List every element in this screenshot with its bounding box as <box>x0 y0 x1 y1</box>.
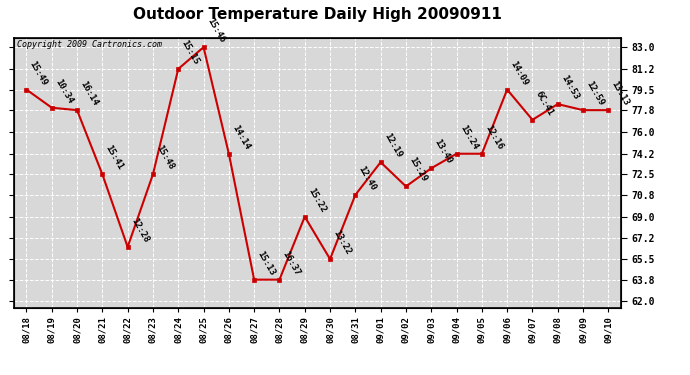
Text: 16:37: 16:37 <box>281 249 302 277</box>
Text: 14:09: 14:09 <box>509 59 530 87</box>
Text: 12:16: 12:16 <box>483 123 504 151</box>
Text: Outdoor Temperature Daily High 20090911: Outdoor Temperature Daily High 20090911 <box>133 8 502 22</box>
Text: Copyright 2009 Cartronics.com: Copyright 2009 Cartronics.com <box>17 40 162 49</box>
Text: 15:29: 15:29 <box>407 156 428 184</box>
Text: 13:13: 13:13 <box>610 80 631 107</box>
Text: 12:59: 12:59 <box>584 80 606 107</box>
Text: 15:22: 15:22 <box>306 186 327 214</box>
Text: 15:24: 15:24 <box>458 123 479 151</box>
Text: 15:41: 15:41 <box>104 144 125 171</box>
Text: 15:46: 15:46 <box>205 16 226 44</box>
Text: 14:53: 14:53 <box>559 74 580 101</box>
Text: 16:14: 16:14 <box>79 80 99 107</box>
Text: 15:48: 15:48 <box>155 144 175 171</box>
Text: 6C:41: 6C:41 <box>534 89 555 117</box>
Text: 14:14: 14:14 <box>230 123 251 151</box>
Text: 15:15: 15:15 <box>179 38 201 66</box>
Text: 13:22: 13:22 <box>331 228 353 256</box>
Text: 15:13: 15:13 <box>255 249 277 277</box>
Text: 12:40: 12:40 <box>357 164 378 192</box>
Text: 13:40: 13:40 <box>433 138 454 165</box>
Text: 15:49: 15:49 <box>28 59 49 87</box>
Text: 12:28: 12:28 <box>129 216 150 244</box>
Text: 12:19: 12:19 <box>382 132 403 159</box>
Text: 10:34: 10:34 <box>53 77 75 105</box>
